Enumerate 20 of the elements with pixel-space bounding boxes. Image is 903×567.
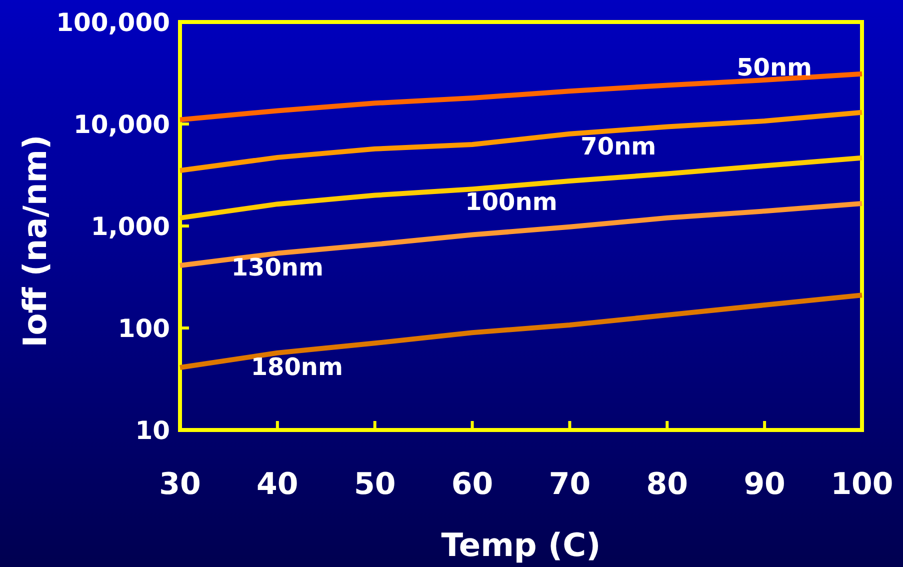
- series-label: 130nm: [231, 253, 324, 282]
- y-tick-label: 1,000: [90, 212, 170, 241]
- series-label: 70nm: [580, 132, 656, 160]
- series-label: 50nm: [736, 53, 812, 82]
- x-tick-label: 90: [744, 467, 786, 502]
- x-tick-label: 50: [354, 467, 396, 502]
- series-label: 100nm: [465, 188, 558, 216]
- x-tick-label: 60: [451, 467, 494, 502]
- x-tick-label: 40: [256, 467, 298, 502]
- x-tick-label: 30: [159, 467, 201, 502]
- x-tick-label: 70: [548, 467, 591, 502]
- x-axis-title: Temp (C): [441, 526, 601, 564]
- y-tick-label: 10: [135, 416, 170, 445]
- series-label: 180nm: [250, 352, 344, 381]
- x-tick-label: 80: [646, 467, 688, 502]
- y-tick-label: 10,000: [74, 110, 170, 139]
- y-tick-label: 100: [118, 314, 170, 343]
- y-tick-label: 100,000: [56, 8, 170, 37]
- y-axis-title: Ioff (na/nm): [16, 134, 54, 348]
- x-tick-label: 100: [830, 467, 894, 502]
